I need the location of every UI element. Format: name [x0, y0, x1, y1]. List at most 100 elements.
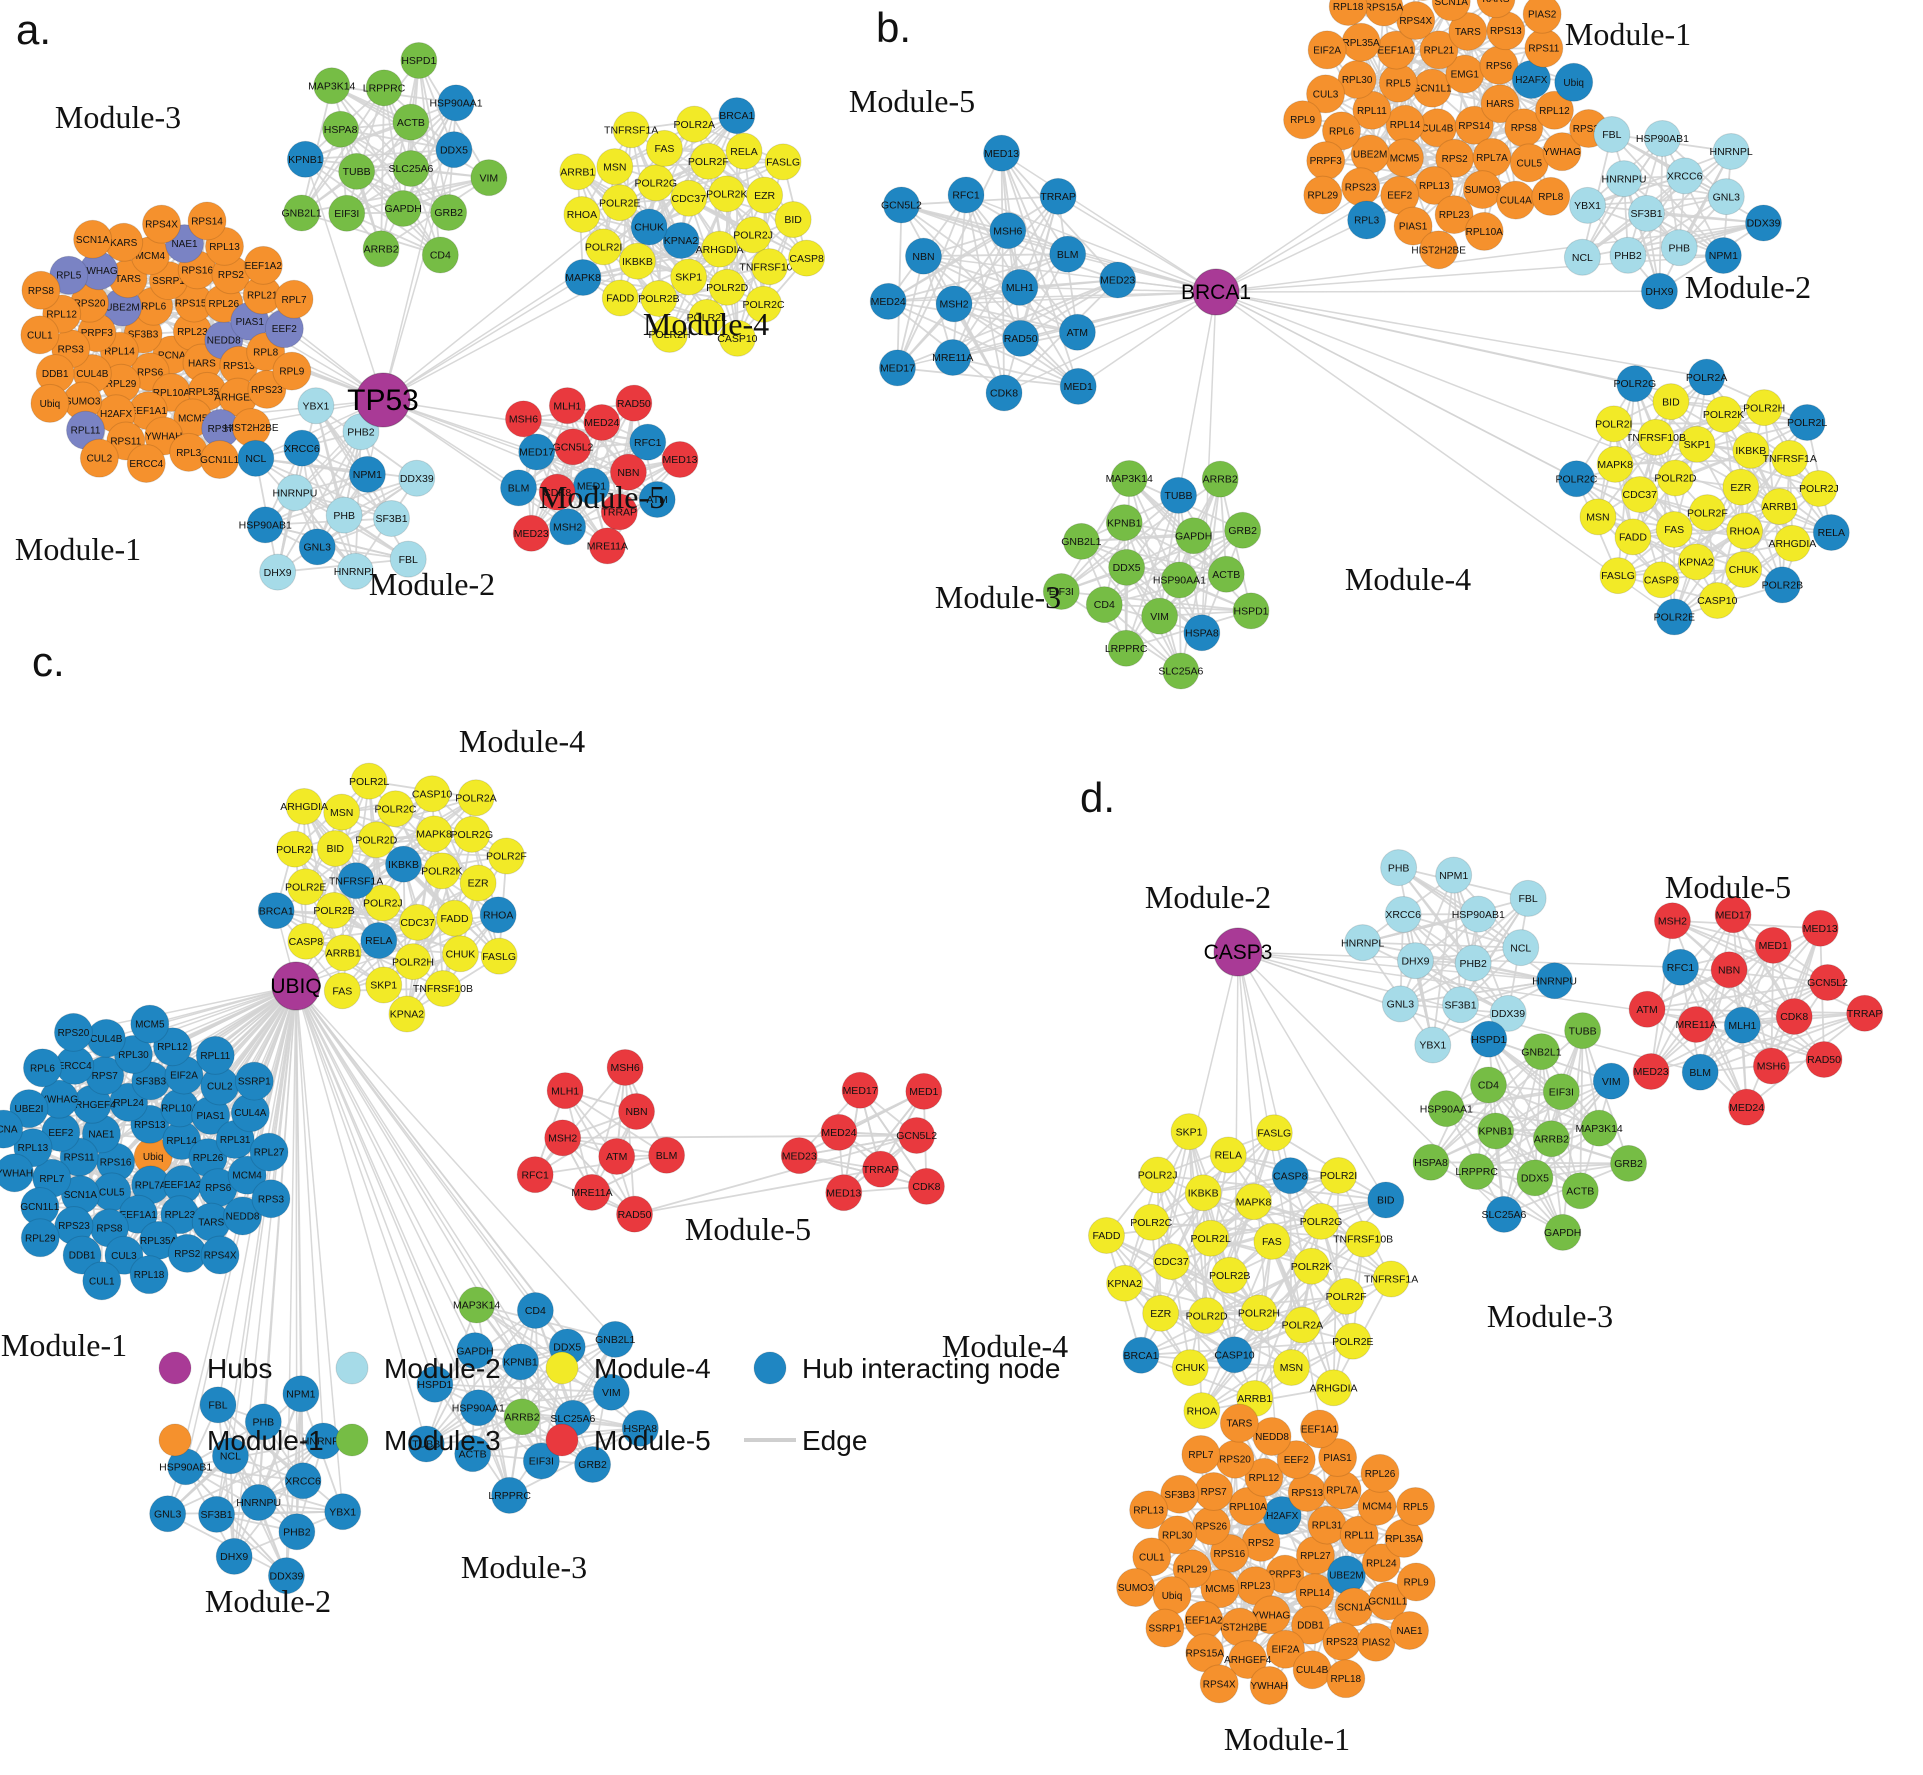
node-RPL18: RPL18 — [1326, 1659, 1366, 1699]
node-MSH6: MSH6 — [504, 400, 542, 438]
node-ATM: ATM — [1058, 313, 1096, 351]
legend-label: Edge — [802, 1425, 867, 1456]
panel-c: POLR2JIKBKBCDC37TNFRSF1APOLR2KRELAPOLR2D… — [0, 638, 945, 1619]
node-RELA: RELA — [725, 132, 763, 170]
node-ARRB1: ARRB1 — [1761, 488, 1799, 526]
module-label-c-m2: Module-2 — [205, 1583, 331, 1619]
node-YBX1: YBX1 — [1414, 1026, 1452, 1064]
node-FADD: FADD — [1614, 518, 1652, 556]
hub-swatch — [158, 1351, 192, 1385]
node-RFC1: RFC1 — [629, 423, 667, 461]
node-RFC1: RFC1 — [1661, 948, 1699, 986]
node-MSN: MSN — [1272, 1349, 1310, 1387]
node-MSN: MSN — [596, 148, 634, 186]
node-RELA: RELA — [1812, 513, 1850, 551]
nodes: POLR2JIKBKBCDC37TNFRSF1APOLR2KRELAPOLR2D… — [0, 762, 945, 1595]
node-SKP1: SKP1 — [1678, 425, 1716, 463]
node-BRCA1: BRCA1 — [1122, 1336, 1160, 1374]
node-LRPPRC: LRPPRC — [488, 1476, 531, 1514]
m3-swatch — [335, 1423, 369, 1457]
node-RPL9: RPL9 — [272, 351, 312, 391]
module-label-a-m4: Module-4 — [643, 306, 769, 342]
node-RPL29: RPL29 — [1303, 175, 1343, 215]
node-RPL5: RPL5 — [1396, 1486, 1436, 1526]
node-MAPK8: MAPK8 — [415, 815, 453, 853]
node-MSH2: MSH2 — [935, 285, 973, 323]
node-HSPA8: HSPA8 — [1412, 1143, 1450, 1181]
hub-label: CASP3 — [1204, 941, 1273, 964]
node-RAD50: RAD50 — [616, 1195, 654, 1233]
node-SF3B1: SF3B1 — [198, 1495, 236, 1533]
legend-item-edge: Edge — [744, 1425, 867, 1456]
node-RPL7A: RPL7A — [1322, 1470, 1362, 1510]
panel-d: PHB2DHX9HSP90AB1SF3B1XRCC6NCLGNL3NPM1DDX… — [942, 774, 1884, 1757]
module-label-c-m4: Module-4 — [459, 723, 585, 759]
node-RPL10A: RPL10A — [1464, 211, 1504, 251]
node-SF3B1: SF3B1 — [1628, 194, 1666, 232]
node-ERCC4: ERCC4 — [126, 443, 166, 483]
node-MED1: MED1 — [905, 1072, 943, 1110]
node-BLM: BLM — [648, 1136, 686, 1174]
panel-a: SLC25A6TUBBACTBGAPDHHSPA8DDX5EIF3ILRPPRC… — [15, 6, 826, 602]
node-XRCC6: XRCC6 — [1666, 157, 1704, 195]
node-CDK8: CDK8 — [907, 1167, 945, 1205]
node-CD4: CD4 — [421, 236, 459, 274]
legend-item-module-2: Module-2 — [335, 1351, 501, 1385]
module-label-a-m1: Module-1 — [15, 531, 141, 567]
node-RPS4X: RPS4X — [142, 204, 182, 244]
node-TUBB: TUBB — [1564, 1012, 1602, 1050]
node-ARRB2: ARRB2 — [503, 1398, 541, 1436]
node-RPL7: RPL7 — [1181, 1434, 1221, 1474]
hub-label: BRCA1 — [1181, 281, 1251, 304]
blue-swatch — [753, 1351, 787, 1385]
node-ATM: ATM — [598, 1138, 636, 1176]
module-label-a-m5: Module-5 — [539, 479, 665, 515]
node-CDC37: CDC37 — [399, 903, 437, 941]
node-CD4: CD4 — [516, 1291, 554, 1329]
module-label-b-m1: Module-1 — [1565, 16, 1691, 52]
node-RFC1: RFC1 — [947, 176, 985, 214]
node-MAPK8: MAPK8 — [1234, 1183, 1272, 1221]
node-RPL9: RPL9 — [1396, 1562, 1436, 1602]
legend-item-hub-interacting-node: Hub interacting node — [753, 1351, 1060, 1385]
hub-node-UBIQ: UBIQ — [270, 961, 322, 1011]
node-FBL: FBL — [199, 1386, 237, 1424]
node-BRCA1: BRCA1 — [718, 97, 756, 135]
node-MED24: MED24 — [583, 404, 621, 442]
node-NAE1: NAE1 — [1390, 1610, 1430, 1650]
node-POLR2I: POLR2I — [276, 830, 313, 868]
node-NCL: NCL — [1502, 929, 1540, 967]
node-EZR: EZR — [1142, 1294, 1180, 1332]
node-ARHGDIA: ARHGDIA — [280, 788, 328, 826]
node-POLR2A: POLR2A — [674, 105, 715, 143]
node-FADD: FADD — [436, 899, 474, 937]
hub-label: TP53 — [347, 384, 419, 417]
node-MRE11A: MRE11A — [587, 527, 628, 565]
node-MSH6: MSH6 — [1752, 1047, 1790, 1085]
node-CUL5: CUL5 — [1509, 143, 1549, 183]
legend: Hubs Module-2 Module-4 Hub interacting node… — [158, 1351, 1060, 1457]
node-CHUK: CHUK — [441, 935, 479, 973]
node-HSPD1: HSPD1 — [1232, 592, 1270, 630]
node-RAD50: RAD50 — [1805, 1040, 1843, 1078]
module-label-a-m3: Module-3 — [55, 99, 181, 135]
node-NBN: NBN — [618, 1092, 656, 1130]
node-UBE2M: UBE2M — [1326, 1555, 1366, 1595]
node-POLR2K: POLR2K — [1291, 1247, 1332, 1285]
node-GAPDH: GAPDH — [384, 190, 422, 228]
module-label-b-m3: Module-3 — [935, 579, 1061, 615]
module-label-c-m1: Module-1 — [1, 1327, 127, 1363]
node-XRCC6: XRCC6 — [284, 1462, 322, 1500]
node-XRCC6: XRCC6 — [283, 429, 321, 467]
node-TARS: TARS — [1219, 1403, 1259, 1443]
node-DHX9: DHX9 — [259, 553, 297, 591]
node-MED24: MED24 — [869, 282, 907, 320]
nodes: PHB2DHX9HSP90AB1SF3B1XRCC6NCLGNL3NPM1DDX… — [1087, 849, 1884, 1705]
node-KPNB1: KPNB1 — [502, 1343, 540, 1381]
node-RPS4X: RPS4X — [1199, 1664, 1239, 1704]
node-MLH1: MLH1 — [1723, 1006, 1761, 1044]
node-EZR: EZR — [1722, 468, 1760, 506]
node-RPL18: RPL18 — [129, 1255, 169, 1295]
node-PIAS2: PIAS2 — [1522, 0, 1562, 34]
node-VIM: VIM — [1141, 597, 1179, 635]
